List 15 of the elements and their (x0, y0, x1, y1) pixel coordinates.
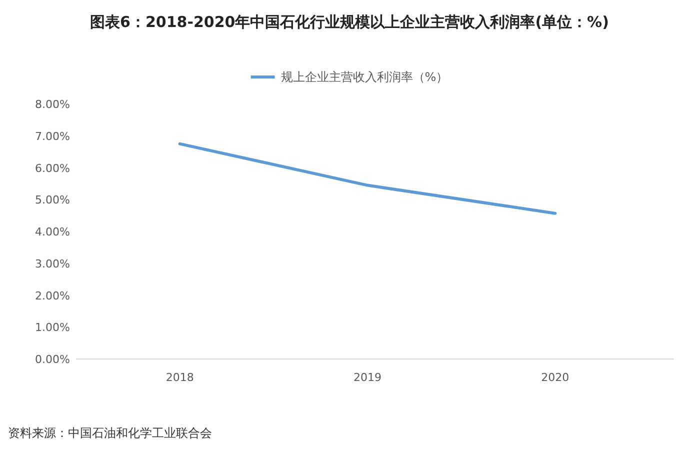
x-tick-label: 2018 (166, 371, 194, 384)
y-tick-label: 2.00% (35, 289, 70, 302)
y-tick-label: 6.00% (35, 162, 70, 175)
y-tick-label: 0.00% (35, 353, 70, 366)
x-tick-label: 2020 (541, 371, 570, 384)
x-tick-label: 2019 (354, 371, 382, 384)
y-tick-label: 4.00% (35, 226, 70, 238)
chart-title: 图表6：2018-2020年中国石化行业规模以上企业主营收入利润率(单位：%) (90, 13, 609, 31)
y-tick-label: 1.00% (35, 321, 70, 334)
y-tick-label: 3.00% (35, 257, 70, 270)
y-tick-label: 5.00% (35, 194, 70, 207)
y-tick-label: 7.00% (35, 130, 70, 143)
legend-label: 规上企业主营收入利润率（%） (280, 70, 448, 84)
text: 资料来源：中国石油和化学工业联合会 (8, 426, 212, 440)
y-tick-label: 8.00% (35, 98, 70, 111)
